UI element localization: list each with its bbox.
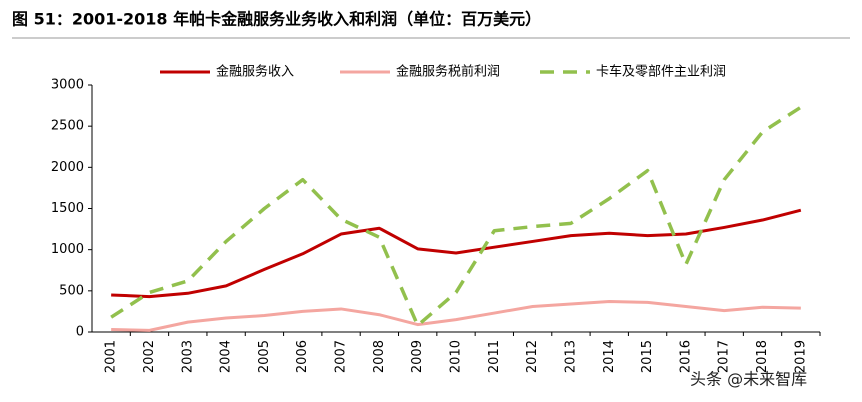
x-tick-label: 2016: [678, 340, 693, 373]
x-tick-label: 2003: [180, 340, 195, 373]
series-line: [110, 105, 802, 328]
y-tick-label: 1000: [51, 242, 84, 257]
x-tick-label: 2010: [449, 340, 464, 373]
x-tick-label: 2007: [334, 340, 349, 373]
x-tick-label: 2015: [640, 340, 655, 373]
x-tick-label: 2005: [257, 340, 272, 373]
x-tick-label: 2004: [219, 340, 234, 373]
y-tick-label: 2000: [51, 160, 84, 175]
x-tick-label: 2013: [563, 340, 578, 373]
chart-title: 图 51：2001-2018 年帕卡金融服务业务收入和利润（单位：百万美元）: [12, 10, 541, 29]
x-tick-label: 2017: [717, 340, 732, 373]
y-tick-label: 500: [59, 283, 84, 298]
series-line: [111, 300, 801, 332]
legend-label: 金融服务收入: [216, 64, 294, 80]
x-tick-label: 2018: [755, 340, 770, 373]
y-tick-label: 1500: [51, 201, 84, 216]
y-tick-label: 2500: [51, 119, 84, 134]
x-tick-label: 2001: [104, 340, 119, 373]
x-tick-label: 2006: [295, 340, 310, 373]
x-tick-label: 2012: [525, 340, 540, 373]
x-tick-label: 2014: [602, 340, 617, 373]
x-tick-label: 2019: [793, 340, 808, 373]
y-tick-label: 3000: [51, 78, 84, 93]
legend-label: 卡车及零部件主业利润: [596, 64, 726, 80]
y-tick-label: 0: [76, 325, 84, 340]
legend-label: 金融服务税前利润: [396, 64, 500, 80]
series-line: [111, 208, 802, 299]
watermark: 头条 @未来智库: [690, 370, 807, 389]
x-tick-label: 2009: [410, 340, 425, 373]
x-tick-label: 2002: [142, 340, 157, 373]
x-tick-label: 2011: [487, 340, 502, 373]
x-tick-label: 2008: [372, 340, 387, 373]
